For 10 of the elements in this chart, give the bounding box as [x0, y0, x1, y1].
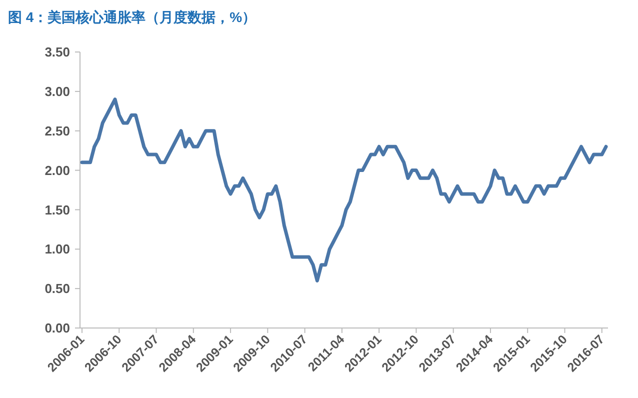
y-tick-label: 3.00 [44, 84, 70, 99]
y-tick-label: 2.00 [44, 162, 70, 178]
y-tick-label: 1.00 [44, 242, 70, 257]
line-series [80, 98, 608, 282]
y-tick-label: 3.50 [44, 44, 70, 60]
y-tick-label: 2.50 [44, 123, 70, 138]
y-tick-label: 0.00 [44, 320, 70, 336]
y-tick-label: 0.50 [44, 281, 70, 296]
chart-title: 图 4：美国核心通胀率（月度数据，%） [8, 9, 256, 25]
y-tick-label: 1.50 [44, 202, 70, 218]
